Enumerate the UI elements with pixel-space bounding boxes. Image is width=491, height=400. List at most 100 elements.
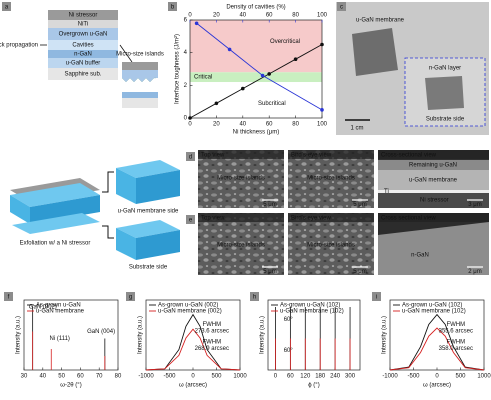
plot-frame	[267, 299, 361, 371]
scale-label: 5 μm	[263, 269, 276, 275]
scale-label: 5 μm	[353, 269, 366, 275]
panel-label-box	[186, 152, 195, 161]
plot-frame	[189, 19, 323, 119]
annotation: FWHM	[202, 340, 221, 346]
legend-label: As-grown u-GaN (102)	[402, 303, 462, 309]
note: Micro-size islands	[217, 243, 265, 249]
device-illustrations	[10, 160, 180, 260]
x-tick-label: 0	[191, 374, 195, 380]
band-label: Overcritical	[270, 39, 300, 45]
point	[241, 86, 245, 91]
note: u-GaN membrane	[409, 178, 458, 184]
legend-label: u-GaN membrane (102)	[280, 309, 344, 315]
annotation: 273.6 arcsec	[195, 328, 229, 334]
islands-label: Micro-size islands	[116, 52, 164, 58]
x-tick-label: 50	[58, 374, 65, 380]
sem-images	[198, 150, 489, 275]
annotation: FWHM	[446, 340, 465, 346]
x-tick-label: 80	[115, 374, 122, 380]
layer-label: Ni stressor	[69, 13, 98, 19]
side-label: Substrate side	[129, 265, 168, 271]
series-line	[389, 327, 485, 371]
x-tick-label: 240	[330, 374, 341, 380]
x2-tick-label: 100	[317, 13, 328, 19]
inset-label: Substrate side	[426, 117, 465, 123]
series-line	[189, 44, 323, 119]
x-tick-label: -500	[407, 374, 420, 380]
x-tick-label: 60	[287, 374, 294, 380]
x-tick-label: 1000	[233, 374, 247, 380]
annotation: GaN (002)	[29, 305, 57, 311]
scale-label: 5 μm	[263, 202, 276, 208]
note: n-GaN	[411, 253, 429, 259]
panel-label-box	[337, 2, 346, 11]
scale-label: 3 μm	[468, 202, 481, 208]
y-axis-label: Interface toughness (J/m²)	[175, 34, 181, 104]
legend-label: u-GaN membrane	[36, 309, 85, 315]
panel-label-box	[250, 292, 259, 301]
layer-label: NiTi	[78, 22, 88, 28]
x-tick-label: 500	[455, 374, 466, 380]
x-tick-label: 40	[39, 374, 46, 380]
y-tick-label: 2	[184, 83, 188, 89]
layer-stack	[40, 10, 133, 80]
series-line	[145, 313, 241, 371]
annotation: 268.9 arcsec	[195, 346, 229, 352]
x-tick-label: 20	[213, 122, 220, 128]
layer-label: Sapphire sub.	[64, 72, 101, 78]
band	[190, 82, 322, 118]
x-tick-label: -1000	[138, 374, 154, 380]
view-title: Top view	[201, 215, 225, 221]
view-title: Cross sectional view	[381, 215, 436, 221]
legend-label: u-GaN membrane (002)	[158, 309, 222, 315]
note: Micro-size islands	[217, 176, 265, 182]
y-axis-label: Intensity (a.u.)	[138, 316, 144, 354]
annotation: 60°	[284, 317, 294, 323]
view-title-bg	[288, 150, 374, 159]
panel-label: d	[189, 154, 192, 160]
legend-label: As-grown u-GaN (102)	[280, 303, 340, 309]
point	[260, 73, 265, 78]
y-tick-label: 6	[184, 18, 188, 24]
x-tick-label: 300	[345, 374, 356, 380]
panel-label-box	[372, 292, 381, 301]
x2-tick-label: 40	[239, 13, 246, 19]
x-tick-label: 120	[300, 374, 311, 380]
legend-label: As-grown u-GaN (002)	[158, 303, 218, 309]
x-tick-label: 70	[96, 374, 103, 380]
view-title-bg	[198, 213, 284, 222]
note: Micro-size islands	[307, 176, 355, 182]
annotation: 358.0 arcsec	[439, 346, 473, 352]
point	[188, 116, 192, 120]
crack-label: Crack propagation	[0, 43, 38, 49]
layer-label: Overgrown u-GaN	[59, 32, 108, 38]
x-axis-label: ω-2θ (°)	[60, 383, 81, 389]
x-tick-label: 0	[188, 122, 192, 128]
x-tick-label: 30	[21, 374, 28, 380]
panel-label-box	[2, 2, 11, 11]
panel-label: f	[8, 294, 10, 300]
annotation: 355.6 arcsec	[439, 328, 473, 334]
point	[214, 101, 219, 106]
x-tick-label: 60	[266, 122, 273, 128]
band-label: Critical	[194, 74, 212, 80]
layer-label: Cavities	[72, 43, 93, 49]
panel-label-box	[126, 292, 135, 301]
annotation: Ni (111)	[49, 336, 69, 342]
x-axis-label: Ni thickness (μm)	[233, 130, 279, 136]
view-title-bg	[378, 150, 489, 159]
x-tick-label: 500	[211, 374, 222, 380]
series-line	[389, 313, 485, 371]
band-label: Subcritical	[258, 101, 286, 107]
panel-label-box	[4, 292, 13, 301]
y-axis-label: Intensity (a.u.)	[16, 316, 22, 354]
annotation: FWHM	[202, 322, 221, 328]
series-line	[145, 328, 241, 371]
x-axis-label: ω (arcsec)	[423, 383, 451, 389]
panel-label: e	[189, 217, 193, 223]
view-title-bg	[378, 213, 489, 222]
point	[293, 57, 298, 61]
x2-axis-label: Density of cavities (%)	[226, 5, 285, 11]
panel-label: i	[376, 294, 377, 300]
legend-label: As-grown u-GaN	[36, 303, 81, 309]
